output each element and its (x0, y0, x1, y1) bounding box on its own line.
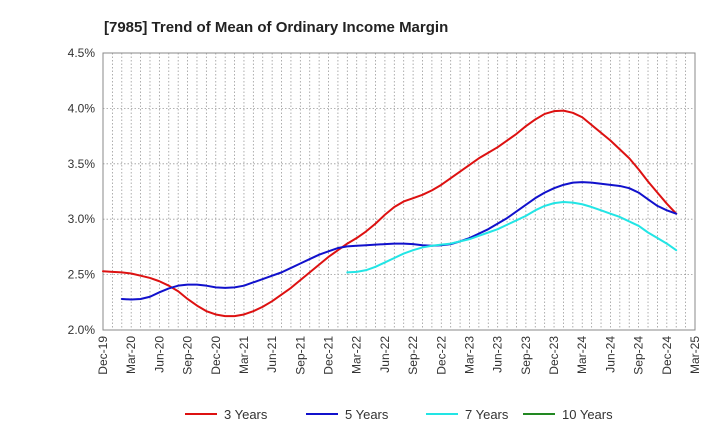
x-tick-label: Jun-21 (265, 336, 279, 373)
legend-label: 10 Years (562, 407, 613, 422)
x-tick-label: Mar-21 (237, 336, 251, 374)
y-tick-label: 4.0% (68, 101, 96, 115)
series-line-7-years (346, 201, 678, 274)
legend-label: 7 Years (465, 407, 509, 422)
y-tick-label: 2.0% (68, 323, 96, 337)
x-tick-label: Dec-24 (660, 336, 674, 375)
x-tick-label: Dec-23 (547, 336, 561, 375)
legend-label: 5 Years (345, 407, 389, 422)
y-tick-label: 4.5% (68, 46, 96, 60)
series-lines (102, 109, 678, 318)
y-axis-ticks: 2.0% 2.5% 3.0% 3.5% 4.0% 4.5% (68, 46, 96, 337)
x-tick-label: Mar-22 (350, 336, 364, 374)
x-tick-label: Mar-24 (575, 336, 589, 374)
x-axis-ticks: Dec-19 Mar-20 Jun-20 Sep-20 Dec-20 Mar-21 Jun-… (96, 336, 702, 375)
x-tick-label: Jun-22 (378, 336, 392, 373)
legend: 3 Years 5 Years 7 Years 10 Years (185, 407, 613, 422)
legend-label: 3 Years (224, 407, 268, 422)
x-tick-label: Sep-23 (519, 336, 533, 375)
x-tick-label: Sep-24 (632, 336, 646, 375)
x-tick-label: Dec-19 (96, 336, 110, 375)
x-tick-label: Jun-20 (152, 336, 166, 373)
x-tick-label: Sep-22 (406, 336, 420, 375)
series-line-5-years (120, 181, 678, 301)
x-tick-label: Dec-21 (322, 336, 336, 375)
y-tick-label: 3.0% (68, 212, 96, 226)
plot-frame (102, 52, 696, 331)
x-tick-label: Dec-22 (434, 336, 448, 375)
x-tick-label: Sep-20 (181, 336, 195, 375)
x-tick-label: Mar-25 (688, 336, 702, 374)
x-tick-label: Mar-20 (124, 336, 138, 374)
chart-title: [7985] Trend of Mean of Ordinary Income … (104, 19, 448, 36)
x-tick-label: Mar-23 (462, 336, 476, 374)
series-line-3-years (102, 109, 678, 318)
y-tick-label: 2.5% (68, 268, 96, 282)
grid (102, 53, 696, 330)
x-tick-label: Jun-23 (491, 336, 505, 373)
x-tick-label: Sep-21 (293, 336, 307, 375)
x-tick-label: Dec-20 (209, 336, 223, 375)
x-tick-label: Jun-24 (603, 336, 617, 373)
y-tick-label: 3.5% (68, 157, 96, 171)
